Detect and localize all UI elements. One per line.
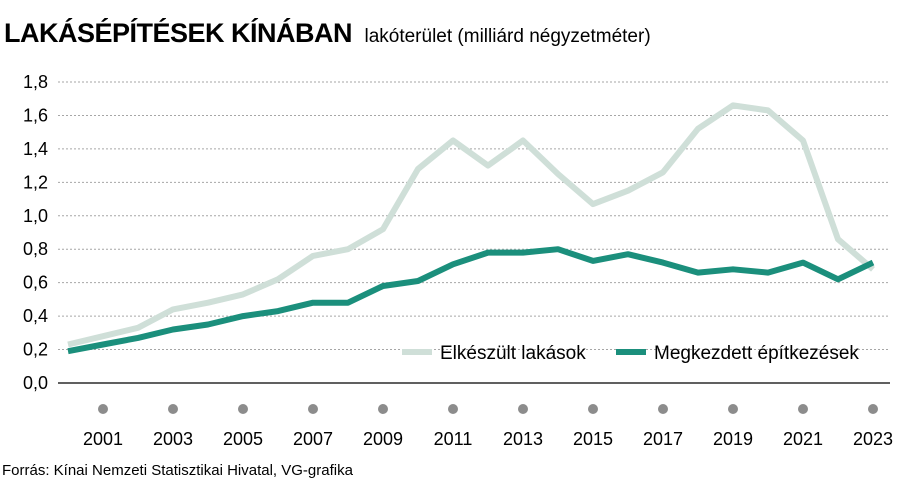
y-axis-ticks: 0,0 0,2 0,4 0,6 0,8 1,0 1,2 1,4 1,6 1,8 xyxy=(23,72,48,393)
year-dot xyxy=(98,404,108,414)
year-dot xyxy=(588,404,598,414)
series-line-started xyxy=(67,246,875,355)
year-dot xyxy=(378,404,388,414)
chart-header: LAKÁSÉPÍTÉSEK KÍNÁBAN lakóterület (milli… xyxy=(4,18,651,49)
legend-label-started: Megkezdett építkezések xyxy=(654,343,859,364)
year-dot xyxy=(868,404,878,414)
y-tick-label: 1,8 xyxy=(23,72,48,92)
y-tick-label: 1,0 xyxy=(23,206,48,226)
year-dot xyxy=(658,404,668,414)
grid-lines xyxy=(58,81,890,384)
y-tick-label: 0,6 xyxy=(23,273,48,293)
y-tick-label: 0,0 xyxy=(23,373,48,393)
source-note: Forrás: Kínai Nemzeti Statisztikai Hivat… xyxy=(2,462,353,479)
y-tick-label: 0,8 xyxy=(23,239,48,259)
year-dot xyxy=(728,404,738,414)
y-tick-label: 0,2 xyxy=(23,340,48,360)
x-axis-ticks: 2001 2003 2005 2007 2009 2011 2013 2015 2017 2019… xyxy=(83,429,893,449)
y-tick-label: 1,4 xyxy=(23,139,48,159)
x-tick-label: 2021 xyxy=(783,429,823,449)
x-tick-label: 2001 xyxy=(83,429,123,449)
x-tick-label: 2023 xyxy=(853,429,893,449)
legend-label-completed: Elkészült lakások xyxy=(440,343,586,364)
y-tick-label: 1,2 xyxy=(23,172,48,192)
year-dot xyxy=(518,404,528,414)
x-tick-label: 2019 xyxy=(713,429,753,449)
year-dot xyxy=(308,404,318,414)
year-dot xyxy=(798,404,808,414)
year-dot xyxy=(168,404,178,414)
y-tick-label: 1,6 xyxy=(23,105,48,125)
x-tick-label: 2005 xyxy=(223,429,263,449)
y-tick-label: 0,4 xyxy=(23,306,48,326)
x-tick-label: 2015 xyxy=(573,429,613,449)
year-dot xyxy=(238,404,248,414)
x-tick-label: 2009 xyxy=(363,429,403,449)
series-line-completed xyxy=(67,102,875,348)
year-dots xyxy=(98,404,878,414)
x-tick-label: 2007 xyxy=(293,429,333,449)
legend: Elkészült lakások Megkezdett építkezések xyxy=(402,343,859,364)
chart-subtitle: lakóterület (milliárd négyzetméter) xyxy=(364,26,651,47)
year-dot xyxy=(448,404,458,414)
x-tick-label: 2003 xyxy=(153,429,193,449)
x-tick-label: 2013 xyxy=(503,429,543,449)
chart-title: LAKÁSÉPÍTÉSEK KÍNÁBAN xyxy=(4,18,353,48)
x-tick-label: 2017 xyxy=(643,429,683,449)
x-tick-label: 2011 xyxy=(434,429,473,449)
series-lines xyxy=(67,102,875,355)
